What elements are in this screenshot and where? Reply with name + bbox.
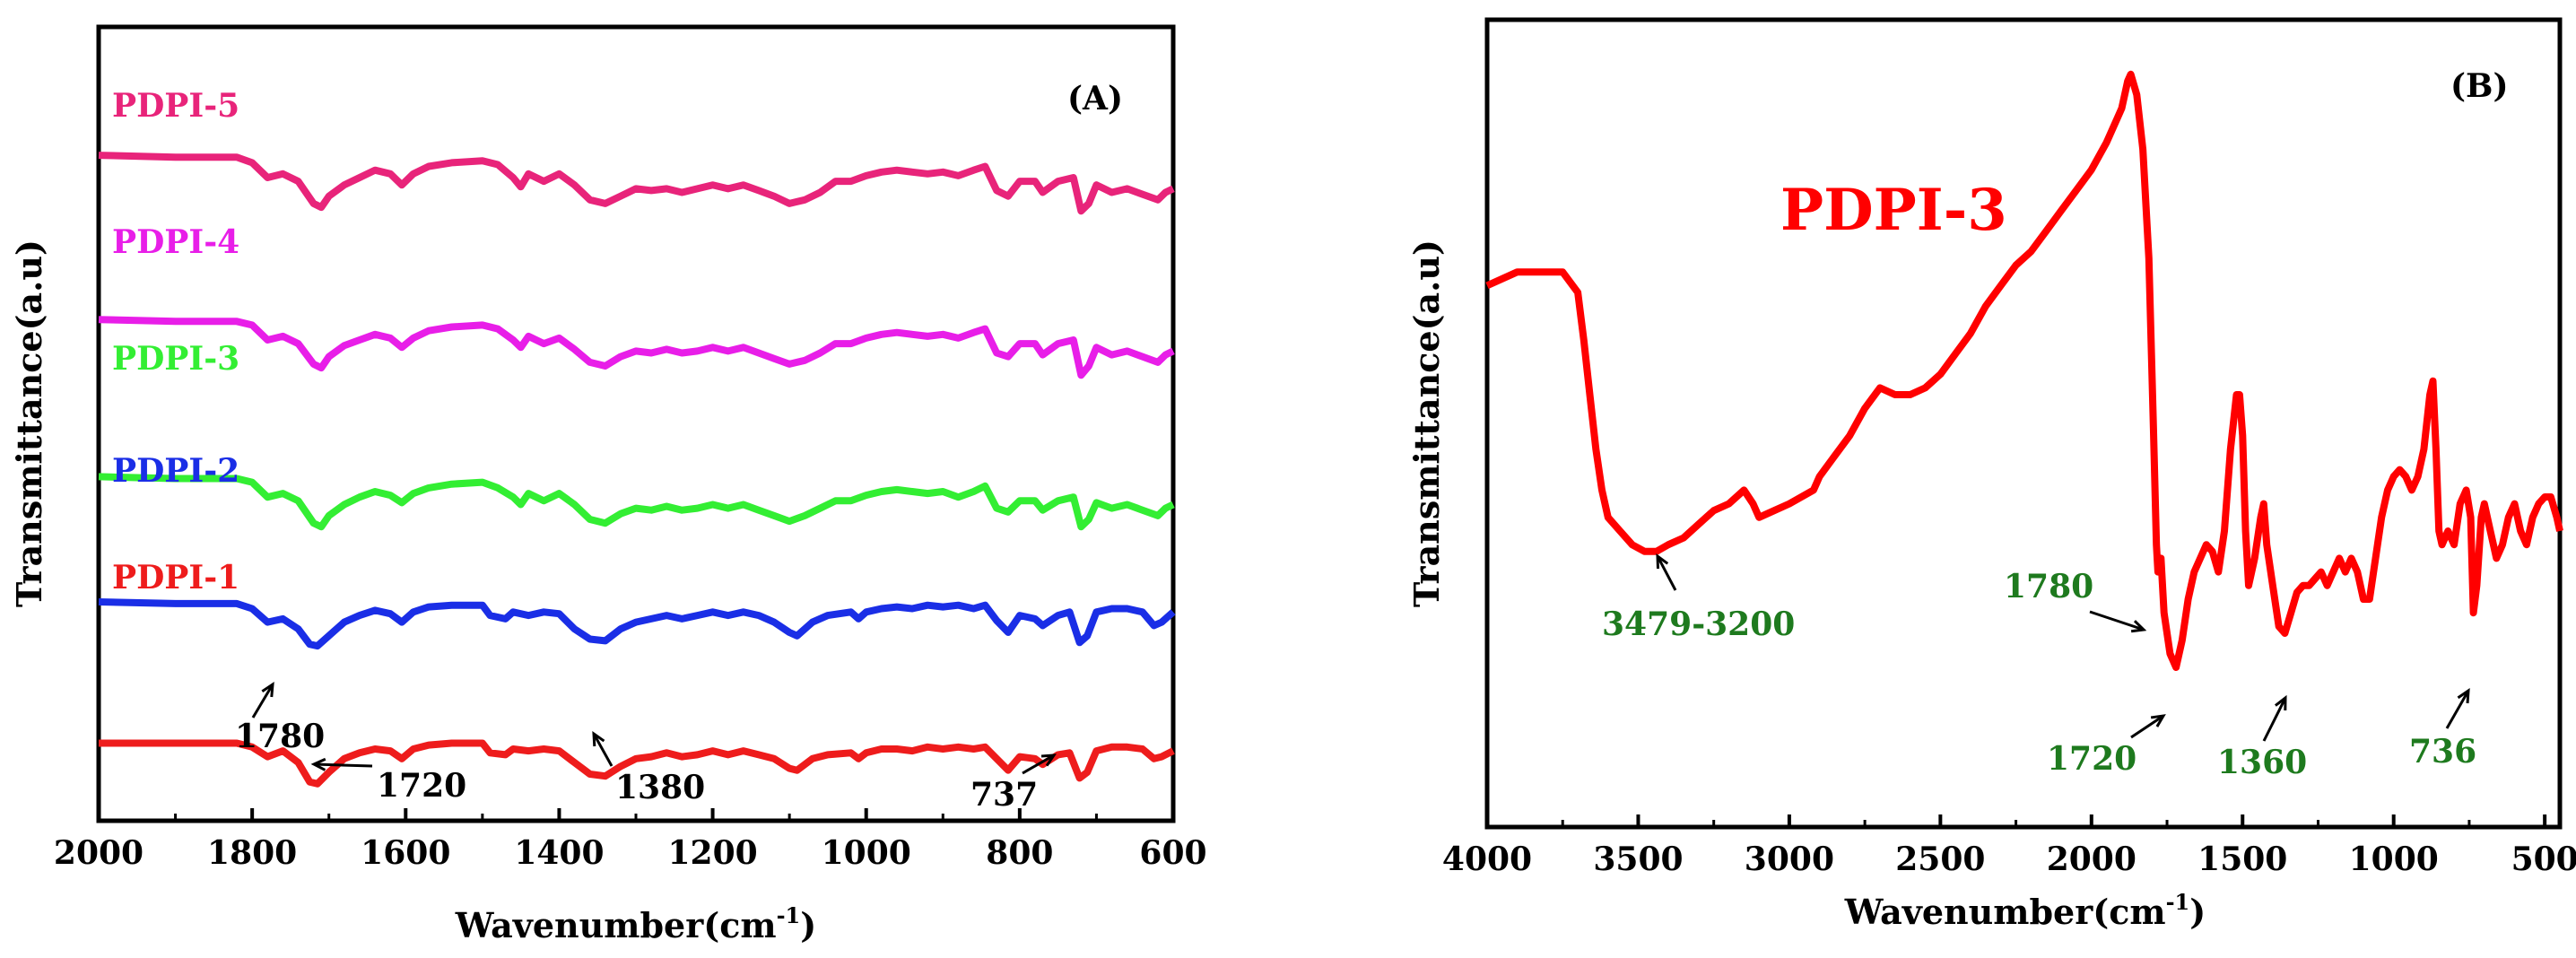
panel-a-annotation-737: 737: [970, 776, 1038, 814]
panel-a-x-axis-label-main: Wavenumber(cm: [455, 905, 777, 945]
panel-b-series-title: PDPI-3: [1780, 177, 2007, 244]
panel-b-x-tick-label: 2500: [1895, 840, 1985, 878]
panel-b-tag: (B): [2450, 67, 2509, 105]
panel-a-x-axis-label: Wavenumber(cm-1): [455, 902, 816, 945]
panel-a-annotation-arrow: [251, 684, 274, 718]
panel-a-annotation-1380: 1380: [615, 769, 705, 806]
panel-a-series-line-pdpi-2: [98, 598, 1176, 650]
panel-b-annotation-arrowhead: [2457, 688, 2470, 704]
panel-b-annotation-arrow: [2130, 714, 2164, 739]
panel-a-annotation-arrow: [1022, 753, 1055, 775]
panel-a-annotation-arrowhead: [1040, 753, 1057, 767]
panel-a-legend-pdpi-1: PDPI-1: [112, 559, 239, 597]
panel-a-annotation-arrowhead: [592, 730, 605, 747]
panel-a-series: PDPI-5 PDPI-4 PDPI-3 PDPI-2 PDPI-1: [98, 87, 1176, 788]
panel-a-annotation-arrow: [592, 733, 614, 767]
panel-b-annotation-arrow: [1656, 555, 1677, 591]
panel-a-annotation-arrow: [313, 762, 373, 768]
panel-a-legend-pdpi-2: PDPI-2: [112, 452, 239, 490]
panel-a-frame: [96, 24, 1176, 823]
panel-b-x-axis-label-main: Wavenumber(cm: [1844, 892, 2166, 932]
panel-a-x-tick-label: 2000: [54, 834, 144, 872]
panel-a-series-line-pdpi-4: [98, 316, 1175, 379]
panel-b-annotation-arrowhead: [2274, 694, 2287, 711]
panel-b-annotation-arrowhead: [1656, 553, 1669, 570]
panel-b-x-axis-label: Wavenumber(cm-1): [1844, 889, 2206, 932]
panel-a-x-tick-label: 1800: [207, 834, 297, 872]
panel-a-x-tick-label: 600: [1139, 834, 1206, 872]
panel-b-annotation-arrowhead: [2130, 620, 2147, 633]
panel-b-annotation-1780: 1780: [2004, 568, 2093, 605]
panel-b: 4000 3500 3000 2500 2000 1500 1000 500 3479-320…: [1406, 17, 2576, 932]
panel-b-annotation-3479-3200: 3479-3200: [1602, 605, 1795, 643]
panel-b-x-tick-label: 4000: [1442, 840, 1532, 878]
panel-b-series-line-pdpi-3: [1485, 70, 2563, 671]
panel-a-annotation-arrowhead: [310, 757, 326, 771]
panel-a-x-axis-label-sup: -1: [777, 902, 801, 928]
panel-a-ticks: 2000 1800 1600 1400 1200 1000 800 600: [54, 808, 1207, 872]
panel-a-legend-pdpi-3: PDPI-3: [112, 340, 239, 378]
panel-b-x-axis-label-sup: -1: [2166, 889, 2190, 915]
panel-a-x-tick-label: 1200: [667, 834, 757, 872]
panel-b-annotation-arrow: [2445, 690, 2470, 729]
panel-b-y-axis-label: Transmittance(a.u): [1406, 240, 1447, 607]
panel-a-annotation-arrowhead: [261, 682, 274, 698]
panel-b-x-tick-label: 500: [2511, 840, 2576, 878]
panel-b-annotation-arrow: [2262, 697, 2287, 742]
panel-a-x-tick-label: 1000: [822, 834, 911, 872]
panel-b-annotations: 3479-3200 1780 1720 1360 736: [1602, 553, 2476, 781]
panel-b-annotation-1720: 1720: [2047, 740, 2137, 778]
panel-a-legend-pdpi-4: PDPI-4: [112, 223, 239, 261]
panel-b-ticks: 4000 3500 3000 2500 2000 1500 1000 500: [1442, 814, 2576, 878]
panel-b-x-tick-label: 1000: [2349, 840, 2439, 878]
panel-a-series-line-pdpi-5: [98, 152, 1175, 215]
panel-b-series: [1485, 70, 2563, 671]
panel-a-series-line-pdpi-1: [99, 739, 1175, 788]
panel-b-x-tick-label: 2000: [2047, 840, 2137, 878]
panel-a-tag: (A): [1067, 80, 1123, 118]
panel-b-frame: [1484, 17, 2563, 830]
panel-a-x-tick-label: 1600: [361, 834, 450, 872]
panel-a-y-axis-label: Transmittance(a.u): [9, 240, 49, 607]
panel-b-x-tick-label: 1500: [2197, 840, 2287, 878]
panel-a-x-axis-label-close: ): [800, 905, 816, 945]
panel-a-legend-pdpi-5: PDPI-5: [112, 87, 239, 125]
panel-a-annotation-1720: 1720: [377, 767, 466, 805]
panel-b-annotation-1360: 1360: [2217, 744, 2307, 781]
panel-a: PDPI-5 PDPI-4 PDPI-3 PDPI-2 PDPI-1 2000 1800 1…: [9, 24, 1207, 945]
panel-a-annotation-1780: 1780: [235, 718, 325, 755]
panel-a-annotations: 1780 1720 1380 737: [235, 682, 1057, 814]
panel-b-x-axis-label-close: ): [2189, 892, 2206, 932]
panel-a-series-line-pdpi-3: [98, 473, 1175, 531]
panel-b-annotation-arrowhead: [2150, 714, 2166, 727]
panel-a-x-tick-label: 1400: [514, 834, 604, 872]
panel-a-x-tick-label: 800: [986, 834, 1053, 872]
panel-b-annotation-arrow: [2089, 610, 2145, 631]
panel-b-x-tick-label: 3000: [1745, 840, 1834, 878]
panel-b-annotation-736: 736: [2409, 733, 2476, 771]
panel-b-x-tick-label: 3500: [1593, 840, 1683, 878]
